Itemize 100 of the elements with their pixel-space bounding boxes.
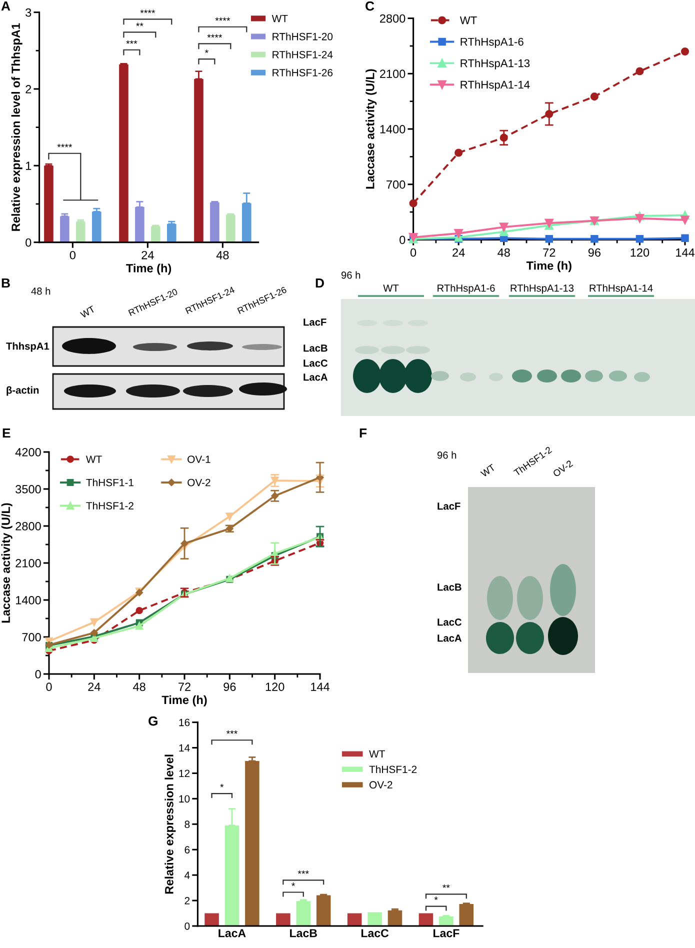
annotation: *** (226, 730, 238, 734)
annotation: ** (136, 22, 144, 26)
text: LacA (304, 374, 328, 381)
annotation: * (292, 882, 296, 886)
y-axis-title: Laccase activity (U/L) (1, 503, 12, 623)
y-tick-label: 0 (35, 670, 41, 678)
y-tick-label: 3500 (16, 485, 41, 494)
y-tick-label: 2800 (380, 14, 406, 23)
text: WT (480, 464, 496, 478)
x-tick-label: 48 (133, 682, 146, 692)
text: LacF (304, 318, 326, 326)
text: WT (383, 284, 399, 292)
annotation: ** (442, 884, 450, 888)
annotation: *** (126, 40, 138, 44)
legend-label: RThHSF1-24 (272, 50, 333, 58)
y-tick-label: 700 (386, 180, 406, 189)
text: 96 h (341, 271, 360, 279)
y-tick-label: 3 (26, 8, 32, 17)
legend-label: WT (369, 750, 385, 758)
annotation: **** (215, 17, 230, 21)
legend-label: RThHspA1-14 (460, 80, 530, 91)
y-axis-title: Laccase activity (U/L) (366, 69, 377, 189)
text: LacB (304, 344, 328, 352)
text: RThHspA1-6 (438, 284, 495, 294)
y-tick-label: 2100 (380, 70, 406, 78)
chart-title: E (2, 428, 10, 438)
text: β-actin (6, 386, 39, 396)
x-tick-label: 72 (543, 248, 556, 257)
annotation: **** (57, 144, 72, 148)
legend-label: WT (272, 14, 288, 22)
y-tick-label: 4200 (15, 448, 41, 456)
y-tick-label: 0 (184, 922, 190, 930)
x-tick-label: 24 (88, 682, 100, 691)
y-tick-label: 1400 (380, 125, 406, 134)
legend-label: ThHSF1-2 (369, 765, 417, 774)
x-tick-label: LacC (361, 929, 389, 938)
x-tick-label: 24 (142, 250, 154, 260)
legend-label: RThHspA1-6 (460, 38, 524, 48)
annotation: **** (140, 10, 156, 14)
y-axis-title: Relative expression level (164, 754, 176, 894)
x-tick-label: LacA (218, 929, 246, 938)
x-tick-label: 120 (266, 682, 284, 692)
legend-label: RThHSF1-26 (272, 68, 333, 76)
x-tick-label: 0 (46, 682, 52, 692)
y-tick-label: 8 (184, 820, 190, 828)
y-tick-label: 2100 (16, 559, 41, 568)
text: RThHspA1-13 (510, 284, 574, 294)
x-tick-label: 48 (498, 248, 510, 257)
text: D (316, 278, 324, 288)
text: LacC (304, 360, 328, 367)
chart-title: G (148, 716, 158, 726)
annotation: * (204, 50, 208, 54)
x-tick-label: 0 (70, 250, 76, 260)
x-tick-label: 96 (588, 248, 600, 257)
y-tick-label: 14 (179, 744, 190, 752)
x-tick-label: 72 (178, 682, 190, 691)
y-tick-label: 10 (179, 795, 190, 803)
annotation: * (220, 784, 224, 788)
text: OV-2 (552, 460, 574, 478)
annotation: **** (207, 34, 222, 38)
legend-label: RThHspA1-13 (460, 59, 530, 70)
text: RThHspA1-14 (590, 284, 653, 294)
text: LacC (438, 618, 462, 626)
text: B (2, 278, 10, 288)
text: LacA (438, 634, 462, 642)
x-tick-label: LacB (290, 929, 317, 938)
y-tick-label: 6 (184, 846, 190, 854)
y-tick-label: 0 (400, 236, 406, 244)
chart-title: A (1, 1, 10, 11)
text: LacF (438, 502, 460, 510)
y-axis-title: Relative expression level of ThhspA1 (11, 23, 22, 231)
y-tick-label: 2800 (16, 522, 41, 530)
x-tick-label: 120 (630, 248, 650, 257)
annotation: *** (298, 870, 309, 874)
x-tick-label: 24 (452, 248, 465, 257)
x-tick-label: 96 (224, 682, 236, 692)
legend-label: WT (460, 16, 477, 24)
legend-label: ThHSF1-2 (86, 502, 134, 510)
text: LacB (438, 584, 462, 591)
y-tick-label: 12 (179, 770, 190, 777)
legend-label: RThHSF1-20 (272, 32, 333, 40)
chart-title: C (366, 1, 374, 11)
y-tick-label: 16 (179, 718, 190, 726)
annotation: * (434, 896, 438, 900)
y-tick-label: 2 (184, 897, 190, 904)
y-tick-label: 0 (26, 238, 32, 247)
text: ThhspA1 (6, 342, 50, 352)
text: 96 h (437, 451, 456, 459)
x-axis-title: Time (h) (526, 261, 572, 272)
text: F (360, 428, 367, 438)
x-tick-label: LacF (434, 929, 460, 938)
x-tick-label: 144 (676, 248, 695, 257)
y-tick-label: 1400 (16, 596, 41, 604)
text: WT (80, 305, 96, 318)
y-tick-label: 2 (26, 85, 32, 94)
y-tick-label: 1 (26, 162, 32, 170)
legend-label: WT (86, 456, 102, 463)
legend-label: OV-1 (188, 456, 210, 463)
x-tick-label: 0 (410, 248, 416, 257)
legend-label: ThHSF1-1 (86, 478, 134, 486)
